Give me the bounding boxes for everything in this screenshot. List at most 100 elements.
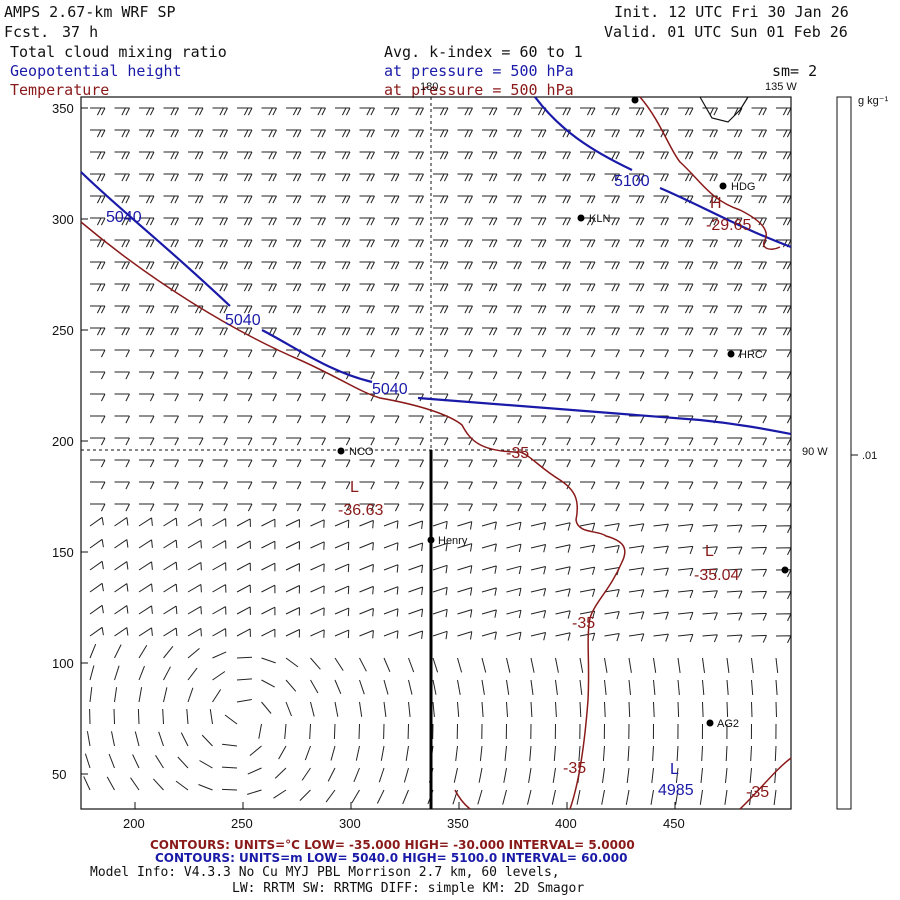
wind-barb — [506, 503, 522, 512]
wind-barb — [457, 261, 473, 270]
height-contour-5040-b — [261, 329, 373, 384]
wind-barb — [383, 701, 387, 717]
wind-barb — [114, 217, 130, 226]
wind-barb — [408, 564, 424, 573]
wind-barb — [555, 217, 571, 226]
wind-barb — [580, 503, 596, 512]
wind-barb — [555, 393, 571, 402]
wind-barb — [310, 261, 326, 270]
wind-barb — [702, 393, 718, 402]
wind-barb — [727, 415, 743, 424]
wind-barb — [212, 261, 228, 270]
wind-barb — [138, 605, 153, 615]
wind-barb — [114, 459, 130, 468]
wind-barb — [530, 566, 547, 575]
wind-barb — [531, 503, 547, 512]
wind-barb — [139, 327, 155, 336]
wind-barb — [261, 518, 276, 528]
model-info: Model Info: V4.3.3 No Cu MYJ PBL Morriso… — [90, 865, 560, 880]
wind-barb — [89, 560, 104, 571]
wind-barb — [139, 481, 155, 490]
wind-barb — [261, 393, 277, 402]
wind-barb — [221, 766, 238, 769]
wind-barb — [359, 371, 375, 380]
wind-barb — [139, 151, 155, 160]
wind-barb — [310, 437, 326, 446]
wind-barb — [163, 173, 179, 182]
wind-barb — [751, 503, 767, 512]
wind-barb — [212, 562, 227, 571]
wind-barb — [678, 107, 694, 116]
wind-barb — [482, 327, 498, 336]
wind-barb — [359, 217, 375, 226]
wind-barb — [727, 239, 743, 248]
wind-barb — [359, 349, 375, 358]
wind-barb — [678, 459, 694, 468]
wind-barb — [114, 305, 130, 314]
wind-barb — [310, 283, 326, 292]
wind-barb — [702, 349, 718, 358]
wind-barb — [604, 459, 620, 468]
wind-barb — [114, 283, 130, 292]
wind-barb — [261, 107, 277, 116]
wind-barb — [555, 522, 571, 531]
model-info-2: LW: RRTM SW: RRTMG DIFF: simple KM: 2D S… — [232, 881, 585, 896]
wind-barb — [629, 305, 645, 314]
wind-barb — [457, 107, 473, 116]
wind-barb — [384, 283, 400, 292]
wind-barb — [629, 349, 645, 358]
wind-barb — [285, 679, 297, 692]
wind-barb — [138, 561, 153, 571]
wind-barb — [727, 129, 743, 138]
wind-barb — [530, 632, 547, 641]
wind-barb — [163, 481, 179, 490]
wind-barb — [139, 217, 155, 226]
wind-barb — [408, 586, 424, 595]
wind-barb — [163, 687, 168, 703]
wind-barb — [163, 437, 179, 446]
wind-barb — [506, 349, 522, 358]
wind-barb — [775, 657, 779, 673]
wind-barb — [188, 151, 204, 160]
wind-barb — [106, 776, 115, 791]
wind-barb — [310, 195, 326, 204]
wind-barb — [383, 630, 399, 639]
wind-barb — [678, 393, 694, 402]
wind-barb — [187, 539, 202, 549]
wind-barb — [477, 789, 483, 805]
wind-barb — [702, 217, 718, 226]
wind-barb — [677, 657, 681, 673]
wind-barb — [677, 545, 694, 555]
wind-barb — [702, 437, 718, 446]
wind-barb — [405, 745, 409, 761]
wind-barb — [604, 217, 620, 226]
wind-barb — [163, 517, 178, 527]
wind-barb — [726, 546, 743, 555]
x-axis: 200 250 300 350 400 450 — [123, 802, 685, 831]
y-tick-label: 150 — [52, 545, 74, 560]
wind-barb — [702, 524, 718, 533]
x-tick-label: 300 — [339, 816, 361, 831]
wind-barb — [188, 459, 204, 468]
wind-barb — [579, 701, 582, 718]
wind-barb — [384, 173, 400, 182]
wind-barb — [335, 217, 351, 226]
wind-barb — [457, 543, 473, 552]
wind-barb — [604, 611, 620, 620]
wind-barb — [700, 767, 703, 783]
wind-barb — [114, 239, 130, 248]
wind-barb — [335, 261, 351, 270]
wind-barb — [408, 195, 424, 204]
wind-barb — [408, 657, 415, 673]
wind-barb — [335, 415, 351, 424]
wind-barb — [177, 756, 189, 769]
wind-barb — [310, 239, 326, 248]
wind-barb — [89, 665, 95, 681]
wind-barb — [604, 283, 620, 292]
wind-barb — [90, 239, 106, 248]
wind-barb — [751, 524, 767, 533]
wind-barb — [384, 349, 400, 358]
wind-barb — [89, 687, 93, 703]
height-label: 5040 — [372, 381, 408, 398]
wind-barb — [531, 283, 547, 292]
